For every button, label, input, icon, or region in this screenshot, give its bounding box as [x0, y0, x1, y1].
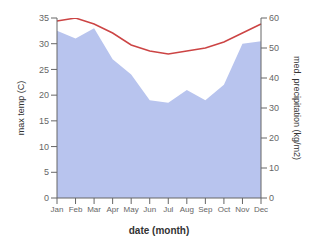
svg-text:25: 25	[39, 65, 49, 75]
svg-text:Mar: Mar	[87, 205, 101, 214]
svg-text:50: 50	[269, 43, 279, 53]
svg-text:20: 20	[269, 133, 279, 143]
svg-text:30: 30	[269, 103, 279, 113]
svg-text:Oct: Oct	[218, 205, 231, 214]
svg-text:date (month): date (month)	[129, 225, 190, 236]
svg-text:Jun: Jun	[143, 205, 156, 214]
svg-text:15: 15	[39, 116, 49, 126]
svg-text:35: 35	[39, 13, 49, 23]
svg-text:10: 10	[269, 163, 279, 173]
svg-text:0: 0	[44, 193, 49, 203]
svg-text:30: 30	[39, 39, 49, 49]
svg-text:Apr: Apr	[106, 205, 119, 214]
svg-text:5: 5	[44, 167, 49, 177]
svg-text:Nov: Nov	[235, 205, 249, 214]
svg-text:Aug: Aug	[180, 205, 194, 214]
svg-text:Feb: Feb	[69, 205, 83, 214]
svg-text:40: 40	[269, 73, 279, 83]
svg-text:med. precipitation (kg/m2): med. precipitation (kg/m2)	[292, 56, 302, 160]
svg-text:Jan: Jan	[51, 205, 64, 214]
svg-text:Sep: Sep	[198, 205, 213, 214]
svg-text:60: 60	[269, 13, 279, 23]
svg-text:May: May	[124, 205, 139, 214]
svg-text:20: 20	[39, 90, 49, 100]
svg-text:0: 0	[269, 193, 274, 203]
svg-text:max temp (C): max temp (C)	[16, 81, 26, 136]
svg-text:10: 10	[39, 142, 49, 152]
svg-text:Jul: Jul	[163, 205, 173, 214]
svg-text:Dec: Dec	[254, 205, 268, 214]
